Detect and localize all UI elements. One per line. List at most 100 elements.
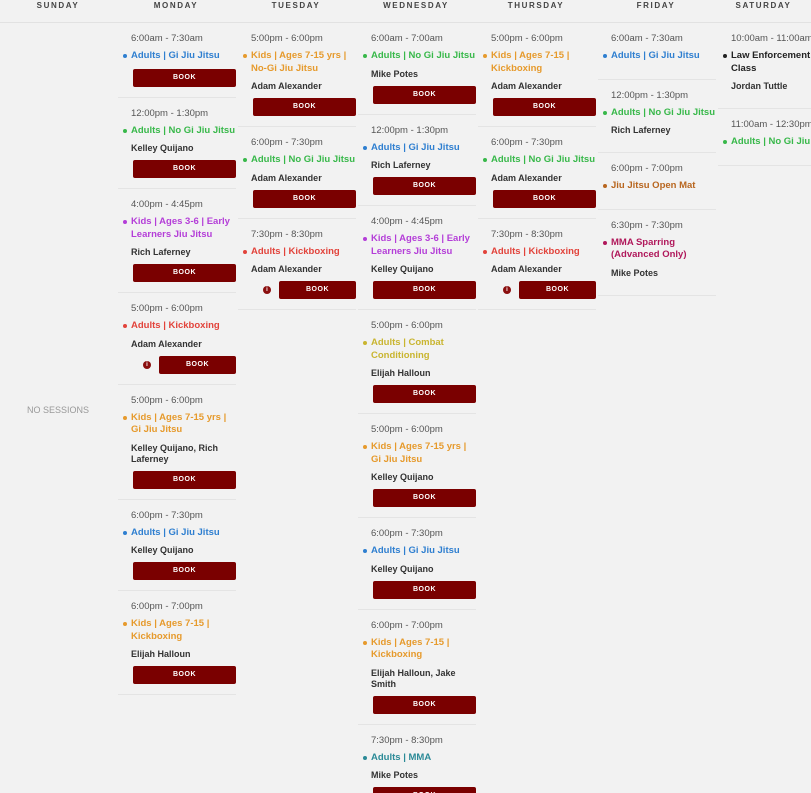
- class-name: Kids | Ages 7-15 | Kickboxing: [123, 618, 236, 643]
- session: 6:00pm - 7:00pm Kids | Ages 7-15 | Kickbo…: [358, 610, 476, 725]
- session: 6:00pm - 7:30pm Adults | Gi Jiu Jitsu Kell…: [118, 500, 236, 591]
- session-time: 4:00pm - 4:45pm: [131, 199, 203, 210]
- session-time: 6:30pm - 7:30pm: [611, 219, 683, 231]
- class-name: Adults | No Gi Jiu Jitsu: [603, 107, 716, 120]
- class-name: Adults | Kickboxing: [123, 320, 236, 333]
- day-column: THURSDAY 5:00pm - 6:00pm Kids | Ages 7-15 …: [476, 0, 596, 793]
- class-dot: [363, 755, 367, 760]
- instructor: Kelley Quijano: [131, 143, 194, 153]
- class-dot: [723, 140, 727, 144]
- session: 5:00pm - 6:00pm Kids | Ages 7-15 yrs | Gi…: [358, 414, 476, 518]
- session-time: 6:00pm - 7:00pm: [371, 619, 443, 631]
- class-dot: [123, 220, 127, 224]
- class-dot: [483, 54, 487, 58]
- session: 6:00am - 7:00am Adults | No Gi Jiu Jitsu M…: [358, 23, 476, 115]
- class-name: Jiu Jitsu Open Mat: [603, 180, 716, 193]
- session: 6:30pm - 7:30pm MMA Sparring (Advanced On…: [598, 210, 716, 296]
- button-row: BOOK: [251, 189, 356, 208]
- day-name: WEDNESDAY: [356, 0, 476, 23]
- instructor: Adam Alexander: [491, 81, 562, 91]
- class-dot: [483, 249, 487, 254]
- class-name: MMA Sparring (Advanced Only): [603, 237, 716, 262]
- button-row: BOOK: [371, 281, 476, 299]
- session: 4:00pm - 4:45pm Kids | Ages 3-6 | Early L…: [358, 206, 476, 310]
- book-button[interactable]: BOOK: [133, 68, 236, 87]
- book-button[interactable]: BOOK: [159, 355, 236, 374]
- session-time: 6:00pm - 7:00pm: [131, 601, 203, 612]
- book-button[interactable]: BOOK: [373, 489, 476, 507]
- book-button[interactable]: BOOK: [373, 85, 476, 104]
- instructor: Adam Alexander: [491, 264, 562, 274]
- book-button[interactable]: BOOK: [279, 281, 356, 299]
- class-dot: [603, 184, 607, 188]
- book-button[interactable]: BOOK: [133, 470, 236, 489]
- class-dot: [363, 445, 367, 449]
- button-row: BOOK: [371, 177, 476, 195]
- book-button[interactable]: BOOK: [133, 264, 236, 282]
- instructor: Adam Alexander: [251, 172, 322, 183]
- session-time: 11:00am - 12:30pm: [731, 119, 811, 130]
- class-name: Kids | Ages 3-6 | Early Learners Jiu Jit…: [123, 216, 236, 241]
- book-button[interactable]: BOOK: [373, 177, 476, 195]
- book-button[interactable]: BOOK: [253, 98, 356, 116]
- instructor: Rich Laferney: [611, 125, 671, 135]
- class-dot: [603, 240, 607, 245]
- info-icon[interactable]: i: [263, 286, 271, 294]
- class-name: Adults | Gi Jiu Jitsu: [363, 142, 476, 155]
- session: 12:00pm - 1:30pm Adults | Gi Jiu Jitsu Ric…: [358, 115, 476, 206]
- book-button[interactable]: BOOK: [519, 281, 596, 299]
- session: 6:00pm - 7:00pm Kids | Ages 7-15 | Kickbo…: [118, 591, 236, 695]
- info-icon[interactable]: i: [503, 286, 511, 294]
- day-name: SATURDAY: [716, 0, 811, 23]
- session-time: 10:00am - 11:00am: [731, 33, 811, 44]
- instructor: Kelley Quijano: [371, 264, 434, 274]
- class-dot: [123, 415, 127, 420]
- class-name: Kids | Ages 7-15 | Kickboxing: [483, 50, 596, 75]
- button-row: BOOK: [131, 562, 236, 580]
- session-time: 5:00pm - 6:00pm: [491, 33, 563, 44]
- class-name: Adults | MMA: [363, 752, 476, 765]
- button-row: BOOK: [371, 385, 476, 403]
- session: 11:00am - 12:30pm Adults | No Gi Jiu Jits…: [718, 109, 811, 166]
- session: 5:00pm - 6:00pm Adults | Combat Condition…: [358, 310, 476, 414]
- session-time: 12:00pm - 1:30pm: [131, 107, 209, 119]
- book-button[interactable]: BOOK: [373, 281, 476, 299]
- class-dot: [363, 341, 367, 345]
- book-button[interactable]: BOOK: [133, 562, 236, 580]
- session-time: 5:00pm - 6:00pm: [131, 394, 203, 406]
- session-time: 6:00pm - 7:30pm: [491, 137, 563, 148]
- session-time: 6:00pm - 7:30pm: [131, 509, 203, 521]
- book-button[interactable]: BOOK: [373, 695, 476, 714]
- class-dot: [123, 324, 127, 328]
- session: 5:00pm - 6:00pm Kids | Ages 7-15 | Kickbo…: [478, 23, 596, 127]
- class-name: Adults | No Gi Jiu Jitsu: [363, 50, 476, 63]
- button-row: BOOK: [371, 580, 476, 599]
- info-icon[interactable]: i: [143, 360, 151, 369]
- session: 6:00am - 7:30am Adults | Gi Jiu Jitsu BOOK: [118, 23, 236, 98]
- session-time: 4:00pm - 4:45pm: [371, 216, 443, 227]
- button-row: BOOK: [131, 68, 236, 87]
- class-name: Adults | Kickboxing: [243, 246, 356, 259]
- book-button[interactable]: BOOK: [253, 189, 356, 208]
- instructor: Adam Alexander: [251, 264, 322, 274]
- class-dot: [123, 128, 127, 133]
- book-button[interactable]: BOOK: [373, 787, 476, 793]
- book-button[interactable]: BOOK: [133, 160, 236, 178]
- class-name: Adults | Gi Jiu Jitsu: [363, 545, 476, 558]
- session-time: 7:30pm - 8:30pm: [371, 734, 443, 746]
- class-name: Adults | No Gi Jiu Jitsu: [723, 136, 811, 149]
- button-row: BOOK: [371, 489, 476, 507]
- instructor: Rich Laferney: [131, 247, 191, 257]
- instructor: Adam Alexander: [251, 81, 322, 91]
- book-button[interactable]: BOOK: [373, 385, 476, 403]
- book-button[interactable]: BOOK: [133, 666, 236, 684]
- instructor: Adam Alexander: [131, 338, 202, 349]
- class-name: Adults | No Gi Jiu Jitsu: [483, 154, 596, 167]
- class-name: Kids | Ages 7-15 yrs | Gi Jiu Jitsu: [123, 412, 236, 437]
- book-button[interactable]: BOOK: [493, 189, 596, 208]
- class-dot: [363, 145, 367, 150]
- class-dot: [243, 54, 247, 58]
- book-button[interactable]: BOOK: [493, 98, 596, 116]
- button-row: i BOOK: [251, 281, 356, 299]
- book-button[interactable]: BOOK: [373, 580, 476, 599]
